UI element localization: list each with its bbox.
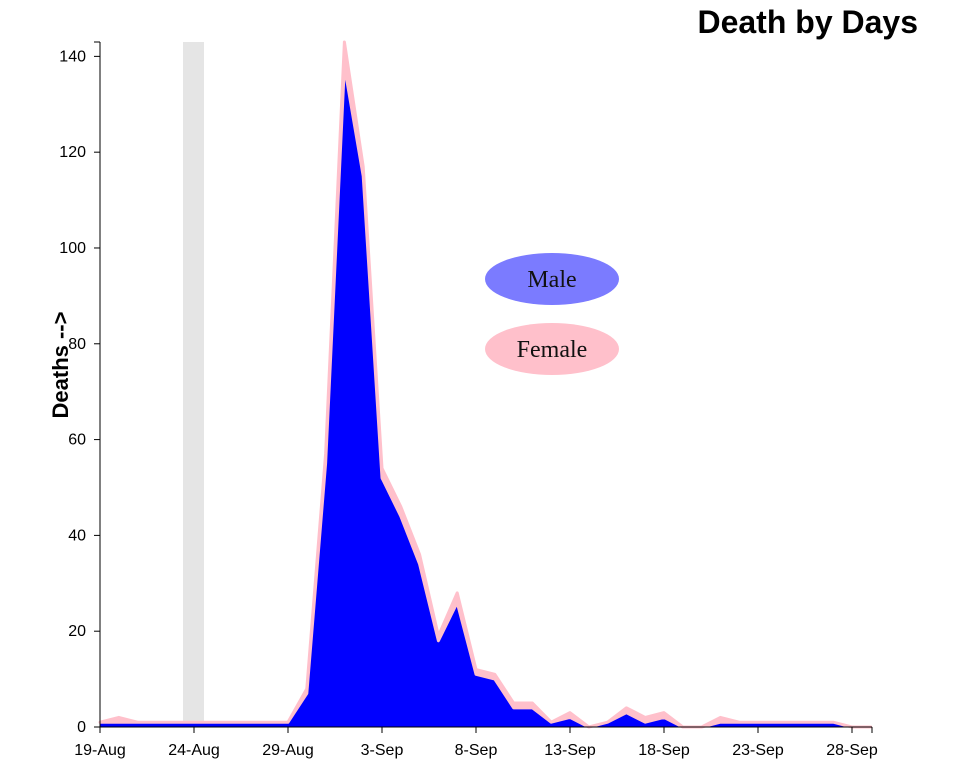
- y-tick-label: 80: [68, 336, 86, 353]
- x-tick-label: 28-Sep: [826, 742, 878, 759]
- legend-male-label: Male: [527, 267, 576, 293]
- y-tick-label: 60: [68, 432, 86, 449]
- x-tick-label: 18-Sep: [638, 742, 690, 759]
- x-tick-label: 24-Aug: [168, 742, 220, 759]
- y-tick-label: 40: [68, 527, 86, 544]
- x-tick-label: 13-Sep: [544, 742, 596, 759]
- y-tick-label: 100: [59, 240, 86, 257]
- x-tick-label: 29-Aug: [262, 742, 314, 759]
- x-tick-label: 23-Sep: [732, 742, 784, 759]
- y-tick-label: 140: [59, 48, 86, 65]
- y-tick-label: 20: [68, 623, 86, 640]
- x-tick-label: 3-Sep: [361, 742, 404, 759]
- x-tick-label: 8-Sep: [455, 742, 498, 759]
- highlight-band: [183, 42, 204, 727]
- series-male-area: [100, 65, 871, 727]
- y-axis: 0 20 40 60 80 100 120 140: [59, 41, 101, 736]
- x-axis: 19-Aug 24-Aug 29-Aug 3-Sep 8-Sep 13-Sep 18-Sep…: [74, 726, 878, 759]
- chart-title: Death by Days: [697, 4, 918, 40]
- y-tick-label: 0: [77, 719, 86, 736]
- legend-male-swatch[interactable]: [485, 253, 619, 305]
- plot-area: [98, 40, 873, 729]
- legend-female-swatch[interactable]: [485, 323, 619, 375]
- series-female-area: [98, 40, 873, 729]
- legend-female-label: Female: [517, 337, 588, 363]
- y-axis-label: Deaths -->: [48, 312, 73, 419]
- legend: Male Female: [485, 253, 619, 375]
- y-tick-label: 120: [59, 144, 86, 161]
- x-tick-label: 19-Aug: [74, 742, 126, 759]
